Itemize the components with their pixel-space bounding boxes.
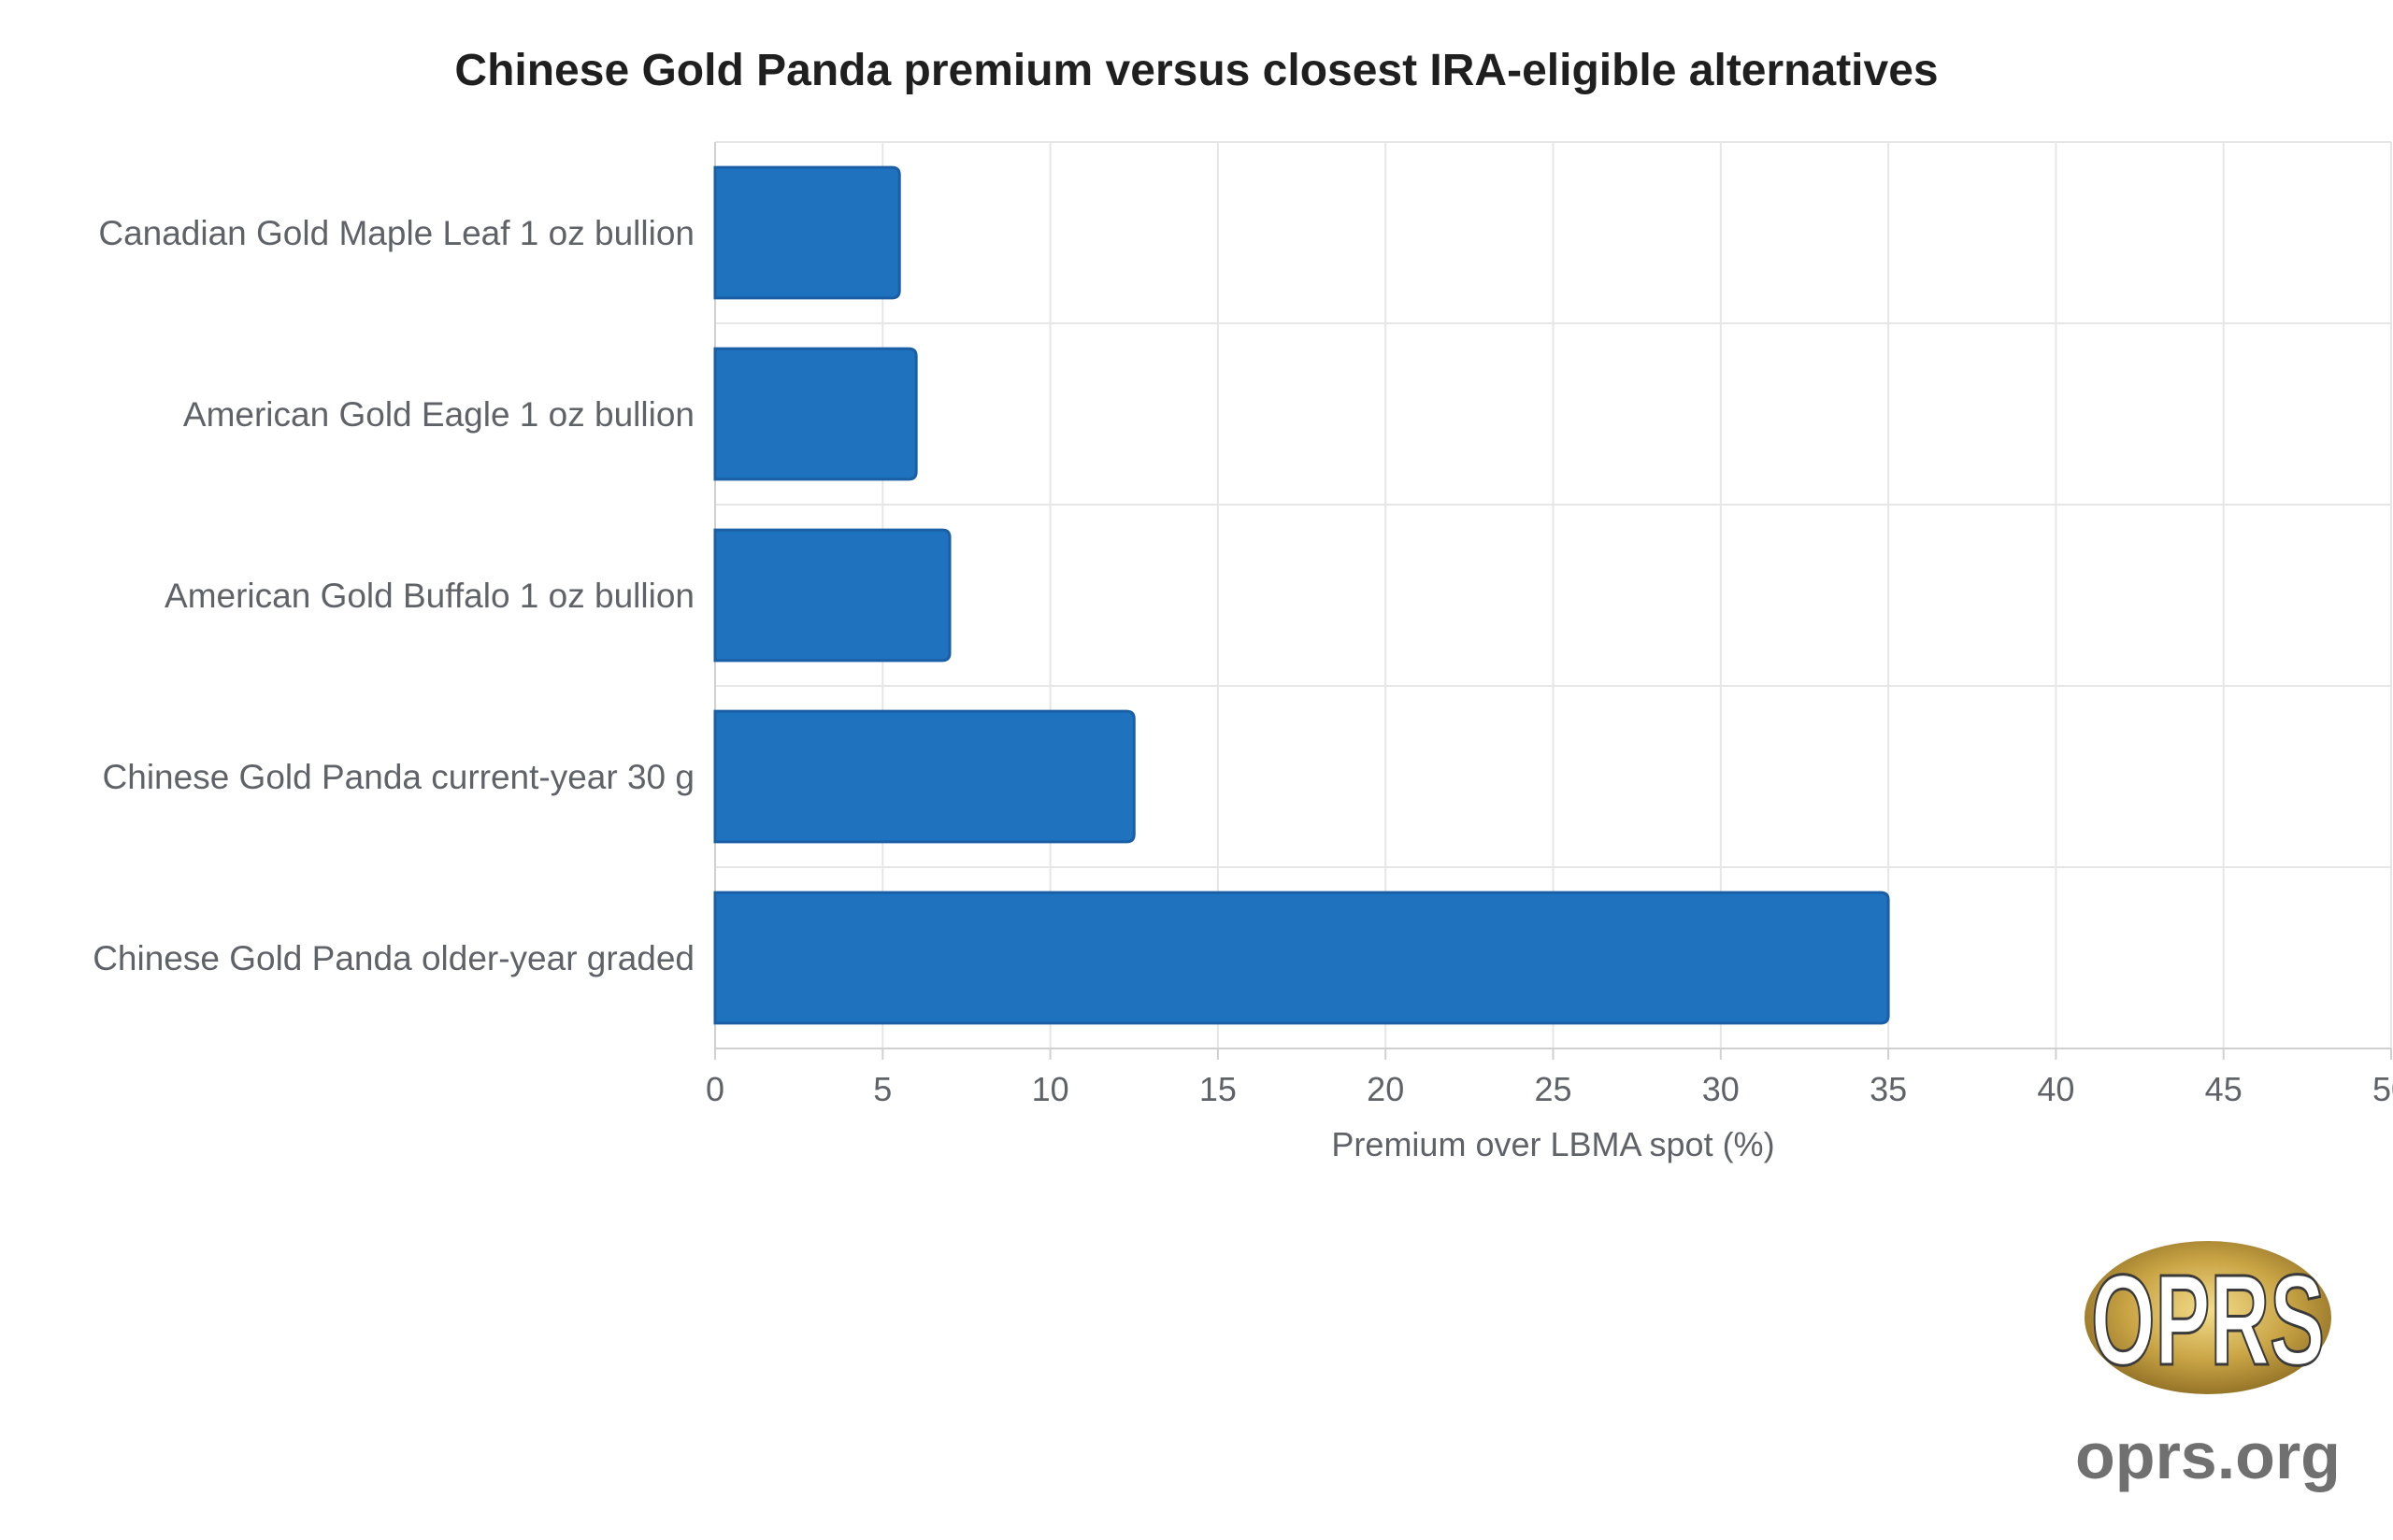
x-tick-label: 0 xyxy=(706,1070,724,1108)
x-tick-label: 5 xyxy=(873,1070,892,1108)
bar xyxy=(713,528,952,663)
bar xyxy=(713,165,901,300)
bar xyxy=(713,347,918,481)
logo-mark-text: OPRS xyxy=(2091,1248,2325,1392)
category-label: American Gold Buffalo 1 oz bullion xyxy=(165,577,695,615)
x-tick-label: 40 xyxy=(2037,1070,2074,1108)
logo-site-text: oprs.org xyxy=(2075,1419,2341,1492)
x-tick-label: 45 xyxy=(2205,1070,2243,1108)
bars xyxy=(713,165,1890,1025)
bar xyxy=(713,891,1890,1025)
x-tick-label: 25 xyxy=(1534,1070,1571,1108)
gold-coin-shape xyxy=(2085,1241,2331,1394)
grid-lines xyxy=(714,141,2392,1049)
x-axis-title: Premium over LBMA spot (%) xyxy=(1331,1125,1774,1163)
x-tick-label: 20 xyxy=(1367,1070,1404,1108)
category-label: American Gold Eagle 1 oz bullion xyxy=(183,395,695,434)
x-tick-labels: 0 5 10 15 20 25 30 35 40 45 50 xyxy=(706,1048,2393,1108)
chart-title: Chinese Gold Panda premium versus closes… xyxy=(454,46,1939,95)
bar xyxy=(713,709,1136,844)
category-labels: Canadian Gold Maple Leaf 1 oz bullion Ame… xyxy=(93,214,695,977)
category-label: Canadian Gold Maple Leaf 1 oz bullion xyxy=(98,214,695,252)
x-tick-label: 30 xyxy=(1702,1070,1740,1108)
oprs-logo: OPRS oprs.org xyxy=(2075,1241,2341,1492)
x-tick-label: 50 xyxy=(2372,1070,2393,1108)
x-tick-label: 10 xyxy=(1032,1070,1069,1108)
x-tick-label: 35 xyxy=(1870,1070,1907,1108)
category-label: Chinese Gold Panda current-year 30 g xyxy=(103,758,695,796)
category-label: Chinese Gold Panda older-year graded xyxy=(93,939,695,977)
x-tick-label: 15 xyxy=(1199,1070,1237,1108)
